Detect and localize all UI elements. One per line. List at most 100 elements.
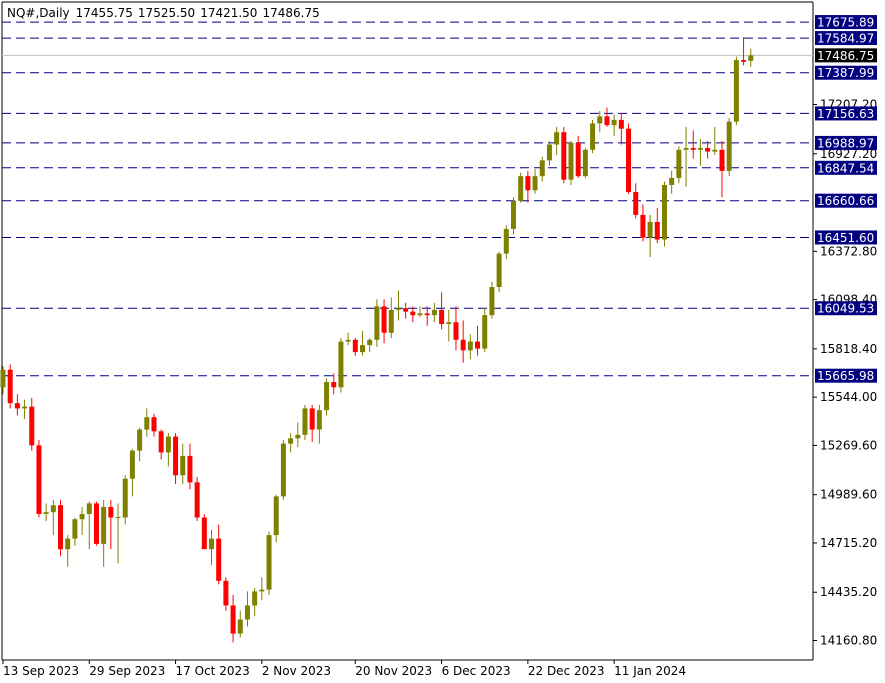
candle (669, 170, 675, 194)
candle-body (410, 311, 416, 316)
y-tick-label: 15269.60 (820, 438, 877, 452)
level-price-label: 17156.63 (817, 107, 874, 121)
candle-body (561, 132, 567, 180)
candle (22, 399, 28, 419)
candle-body (237, 619, 243, 634)
candle (360, 331, 365, 356)
candle-body (209, 538, 215, 550)
level-price-box (815, 301, 877, 316)
candle (525, 170, 531, 203)
level-price-label: 16451.60 (817, 231, 874, 245)
candle-body (22, 406, 28, 409)
candle (395, 290, 401, 321)
x-tick-label: 20 Nov 2023 (355, 664, 432, 678)
candle (661, 181, 667, 247)
candle-body (324, 382, 330, 411)
header-low: 17421.50 (200, 6, 257, 20)
time-axis[interactable]: 13 Sep 2023 29 Sep 2023 17 Oct 2023 2 Nov 2… (2, 660, 686, 678)
level-price-label: 17675.89 (817, 16, 874, 30)
y-tick-label: 14715.20 (820, 536, 877, 550)
candle-body (338, 341, 344, 388)
candle (539, 156, 545, 182)
candle-body (295, 434, 301, 439)
candle-body (748, 55, 754, 61)
candle-body (424, 313, 430, 316)
candle (129, 448, 135, 497)
level-price-box (815, 15, 877, 30)
candle (417, 306, 423, 317)
candle-body (86, 503, 92, 514)
candle (403, 302, 409, 319)
candle (288, 433, 294, 453)
level-price-box (815, 230, 877, 245)
candle (237, 610, 243, 638)
candle (719, 140, 725, 198)
candle-body (29, 406, 35, 446)
current-price-box (815, 48, 877, 63)
candle-body (266, 535, 272, 590)
candle-body (712, 149, 718, 152)
candle (187, 443, 193, 490)
candle (122, 475, 128, 525)
candle (654, 207, 660, 244)
candle (309, 404, 315, 442)
candle-body (503, 228, 509, 254)
candle (626, 123, 632, 194)
candle-body (158, 431, 164, 453)
candle (101, 499, 107, 567)
candle-body (14, 403, 20, 409)
candle (338, 338, 344, 393)
price-axis[interactable]: 17207.2016927.2016372.8016098.4015818.40… (813, 15, 877, 648)
candle-body (697, 148, 703, 150)
x-tick-label: 13 Sep 2023 (3, 664, 79, 678)
candle (295, 422, 301, 448)
candle-body (496, 253, 502, 288)
candle-body (475, 341, 481, 349)
candle (158, 429, 164, 460)
candle-body (669, 177, 675, 185)
candle (266, 531, 272, 595)
level-price-box (815, 106, 877, 121)
candle-body (431, 309, 437, 316)
candle-body (733, 60, 739, 122)
candle-body (151, 417, 157, 432)
candle (597, 111, 603, 133)
candle-body (741, 60, 747, 62)
candle-body (129, 450, 135, 479)
candle (748, 48, 754, 67)
candle-body (690, 148, 696, 150)
x-tick-label: 11 Jan 2024 (614, 664, 686, 678)
candle-body (50, 505, 56, 513)
y-tick-label: 14435.20 (820, 585, 877, 599)
candles (0, 37, 754, 643)
candle-body (93, 503, 99, 544)
candle (410, 306, 416, 323)
candle-body (273, 496, 279, 536)
candle-body (640, 214, 646, 238)
level-price-box (815, 65, 877, 80)
candle (165, 433, 171, 467)
candle-body (582, 149, 588, 177)
candle (431, 302, 437, 323)
candle (568, 140, 574, 185)
candle (590, 119, 596, 154)
candle-body (280, 443, 286, 497)
candle (697, 139, 703, 166)
candle (482, 308, 488, 353)
candle-body (36, 445, 42, 514)
candle-body (446, 322, 452, 324)
candle-body (223, 580, 229, 606)
candle (489, 281, 495, 319)
candle-body (244, 605, 250, 620)
candle-body (72, 519, 78, 539)
candle-body (58, 505, 64, 550)
header-open: 17455.75 (76, 6, 133, 20)
candle (733, 56, 739, 126)
candle (316, 404, 322, 444)
candle (726, 118, 732, 177)
x-tick-label: 17 Oct 2023 (176, 664, 250, 678)
candle (216, 524, 222, 585)
candle (223, 577, 229, 611)
candle-body (611, 119, 617, 126)
